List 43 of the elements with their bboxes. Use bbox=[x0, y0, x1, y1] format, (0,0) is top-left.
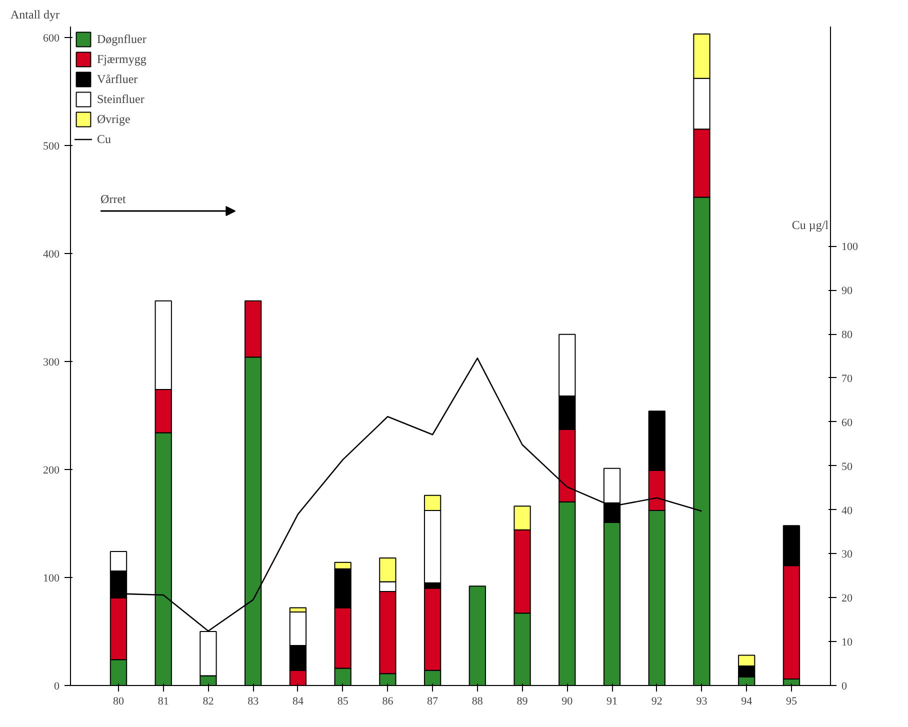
y-tick-label: 600 bbox=[43, 32, 60, 44]
x-tick-label: 80 bbox=[113, 696, 125, 708]
y2-tick-label: 90 bbox=[842, 285, 853, 298]
x-tick-label: 95 bbox=[786, 696, 798, 708]
y2-tick-label: 80 bbox=[842, 329, 853, 342]
y2-tick-label: 100 bbox=[842, 241, 858, 254]
x-tick-label: 92 bbox=[651, 696, 662, 708]
x-tick-label: 91 bbox=[606, 696, 618, 708]
legend-label: Steinfluer bbox=[97, 92, 144, 106]
x-tick-label: 84 bbox=[292, 696, 304, 708]
y-tick-label: 100 bbox=[43, 572, 60, 584]
y2-tick-label: 30 bbox=[842, 548, 853, 561]
y-tick-label: 300 bbox=[43, 356, 60, 368]
x-tick-label: 85 bbox=[337, 696, 349, 708]
legend-label: Vårfluer bbox=[97, 72, 138, 86]
legend-label: Cu bbox=[97, 132, 112, 146]
y2-tick-label: 0 bbox=[842, 680, 848, 692]
y-tick-label: 200 bbox=[43, 464, 60, 476]
y2-axis-title: Cu µg/l bbox=[792, 218, 830, 232]
x-tick-label: 89 bbox=[516, 696, 528, 708]
x-tick-label: 90 bbox=[562, 696, 574, 708]
x-tick-label: 88 bbox=[472, 696, 484, 708]
x-tick-label: 86 bbox=[382, 696, 394, 708]
y-tick-label: 0 bbox=[54, 680, 60, 692]
legend-label: Døgnfluer bbox=[97, 32, 146, 46]
y-tick-label: 400 bbox=[43, 248, 60, 260]
y2-tick-label: 60 bbox=[842, 416, 853, 429]
x-tick-label: 83 bbox=[248, 696, 260, 708]
annotation: Ørret bbox=[100, 192, 127, 206]
y2-tick-label: 10 bbox=[842, 636, 853, 649]
y2-tick-label: 40 bbox=[842, 504, 853, 517]
legend-label: Øvrige bbox=[97, 112, 130, 126]
x-tick-label: 81 bbox=[158, 696, 169, 708]
y2-tick-label: 50 bbox=[842, 460, 853, 473]
y-tick-label: 500 bbox=[43, 140, 60, 152]
x-tick-label: 94 bbox=[741, 696, 753, 708]
x-tick-label: 87 bbox=[427, 696, 439, 708]
y2-tick-label: 20 bbox=[842, 592, 853, 605]
legend-label: Fjærmygg bbox=[97, 52, 146, 66]
x-tick-label: 82 bbox=[202, 696, 214, 708]
x-tick-label: 93 bbox=[696, 696, 708, 708]
y2-tick-label: 70 bbox=[842, 372, 853, 385]
y-axis-title: Antall dyr bbox=[10, 8, 60, 22]
